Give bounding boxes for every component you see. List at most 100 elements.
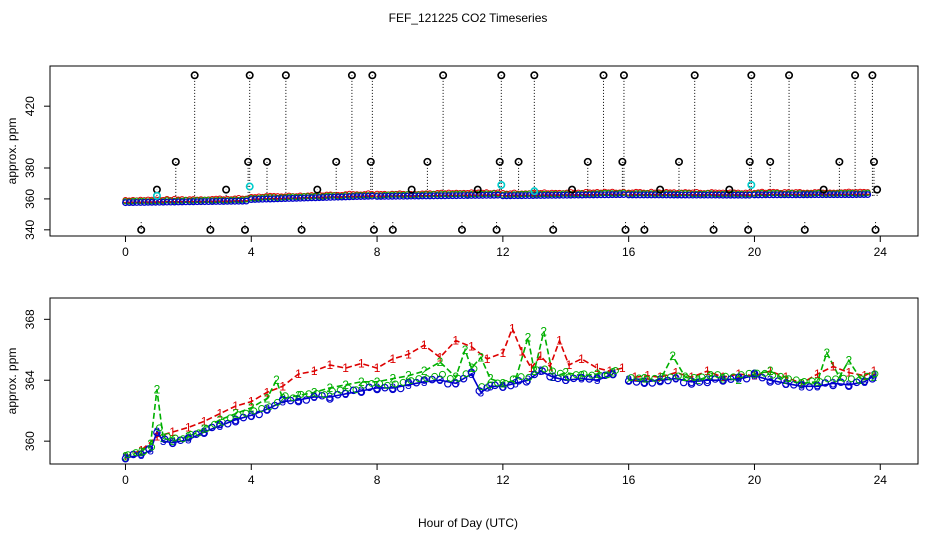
series-3-label: 3	[327, 390, 334, 404]
series-3-point	[262, 195, 270, 203]
outlier-point	[745, 157, 754, 166]
outlier-point	[690, 71, 699, 80]
series-1-label: 1	[566, 358, 573, 372]
series-1-label: 1	[704, 364, 711, 378]
series-2-point	[391, 380, 399, 388]
outlier-point	[473, 185, 482, 194]
series-3-label: 3	[138, 448, 145, 462]
series-2-label: 2	[682, 370, 689, 384]
outlier-point	[245, 71, 254, 80]
series-3-point	[311, 194, 319, 202]
series-2-label: 2	[405, 369, 412, 383]
outlier-point	[240, 225, 249, 234]
series-3-label: 3	[657, 373, 664, 387]
series-3-point	[601, 371, 609, 380]
top-x-tick-label: 8	[374, 245, 381, 259]
series-1-label: 1	[518, 344, 525, 358]
series-3-point	[302, 396, 311, 404]
top-flags	[152, 181, 756, 200]
series-1-label: 1	[484, 352, 491, 366]
series-2-label: 2	[669, 349, 676, 363]
series-3-point	[506, 192, 514, 200]
series-2-point	[454, 374, 462, 382]
flag-point	[152, 191, 161, 200]
bottom-y-tick-label: 368	[23, 309, 37, 329]
series-1-label: 1	[295, 367, 302, 381]
series-3-point	[546, 372, 554, 381]
series-1-label: 1	[861, 369, 868, 383]
series-3-point	[231, 417, 240, 426]
outlier-point	[873, 185, 882, 194]
series-2-point	[769, 371, 777, 379]
series-2-point	[556, 369, 564, 377]
series-1-label: 1	[374, 361, 381, 375]
outlier-point	[262, 157, 271, 166]
series-2-point	[682, 374, 690, 382]
series-2-point	[714, 371, 722, 379]
series-1-label: 1	[509, 321, 516, 335]
outlier-point	[549, 225, 558, 234]
series-2-point	[800, 378, 808, 386]
series-2-point	[226, 414, 234, 422]
series-2-point	[674, 372, 682, 380]
series-2-point	[478, 383, 486, 391]
top-axes: 0 4 8 12 16 20 24 340 360 380 420	[23, 96, 887, 259]
series-3-label: 3	[358, 384, 365, 398]
series-3-point	[259, 195, 267, 203]
outlier-point	[497, 71, 506, 80]
series-2-point	[383, 381, 391, 389]
series-3-label: 3	[437, 373, 444, 387]
bottom-x-tick-label: 20	[748, 473, 762, 487]
series-1-label: 1	[279, 379, 286, 393]
series-3-label: 3	[814, 379, 821, 393]
series-2-label: 2	[311, 385, 318, 399]
series-3-point	[349, 386, 358, 395]
series-3-point	[326, 395, 334, 403]
series-3-point	[644, 191, 651, 199]
top-x-tick-label: 4	[248, 245, 255, 259]
outlier-point	[621, 225, 630, 234]
outlier-point	[369, 225, 378, 234]
series-2-point	[596, 371, 604, 379]
series-2-point	[376, 380, 384, 388]
series-3-label: 3	[421, 375, 428, 389]
series-1-label: 1	[556, 334, 563, 348]
outlier-point	[709, 225, 718, 234]
series-2-label: 2	[823, 346, 830, 360]
series-2-point	[871, 370, 879, 378]
series-3-label: 3	[610, 367, 617, 381]
series-2-point	[643, 375, 651, 383]
series-3-label: 3	[500, 379, 507, 393]
series-2-label: 2	[421, 364, 428, 378]
series-2-point	[517, 373, 525, 381]
series-3-label: 3	[374, 381, 381, 395]
outlier-point	[599, 71, 608, 80]
series-1-label: 1	[389, 352, 396, 366]
top-x-tick-label: 0	[122, 245, 129, 259]
series-3-label: 3	[688, 375, 695, 389]
top-y-label: approx. ppm	[5, 118, 19, 185]
bottom-x-tick-label: 12	[496, 473, 510, 487]
series-2-point	[423, 375, 431, 383]
series-2-point	[745, 369, 753, 377]
outlier-point	[313, 185, 322, 194]
series-3-label: 3	[861, 375, 868, 389]
bottom-x-tick-label: 0	[122, 473, 129, 487]
series-2-label: 2	[478, 350, 485, 364]
series-3-label: 3	[342, 387, 349, 401]
outlier-point	[495, 157, 504, 166]
series-2-label: 2	[814, 375, 821, 389]
series-1-label: 1	[594, 361, 601, 375]
series-2-point	[336, 386, 344, 394]
series-1-label: 1	[311, 364, 318, 378]
series-3-label: 3	[562, 373, 569, 387]
flag-point	[747, 181, 756, 190]
series-1-label: 1	[537, 349, 544, 363]
series-2-label: 2	[525, 331, 532, 345]
series-3-point	[342, 193, 350, 201]
series-3-label: 3	[452, 376, 459, 390]
top-outlier-lines	[140, 75, 878, 230]
series-3-label: 3	[845, 378, 852, 392]
